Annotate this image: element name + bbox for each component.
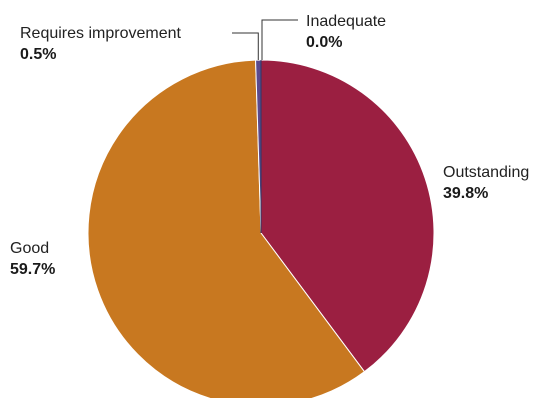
pie-slices bbox=[87, 59, 435, 398]
label-outstanding: Outstanding 39.8% bbox=[443, 162, 529, 204]
label-outstanding-name: Outstanding bbox=[443, 164, 530, 181]
label-outstanding-value: 39.8% bbox=[443, 185, 489, 202]
slice-good bbox=[87, 59, 366, 398]
leader-requires-improvement bbox=[232, 32, 259, 61]
label-good-name: Good bbox=[10, 240, 50, 257]
label-good: Good 59.7% bbox=[10, 238, 55, 280]
leader-inadequate bbox=[261, 19, 298, 60]
label-requires-improvement: Requires improvement 0.5% bbox=[20, 23, 181, 65]
leader-lines bbox=[232, 19, 298, 61]
label-good-value: 59.7% bbox=[10, 261, 56, 278]
label-requires-improvement-value: 0.5% bbox=[20, 46, 57, 63]
slice-outstanding bbox=[260, 59, 435, 373]
label-inadequate-name: Inadequate bbox=[306, 13, 387, 30]
label-inadequate-value: 0.0% bbox=[306, 34, 343, 51]
label-requires-improvement-name: Requires improvement bbox=[20, 25, 181, 42]
label-inadequate: Inadequate 0.0% bbox=[306, 11, 386, 53]
